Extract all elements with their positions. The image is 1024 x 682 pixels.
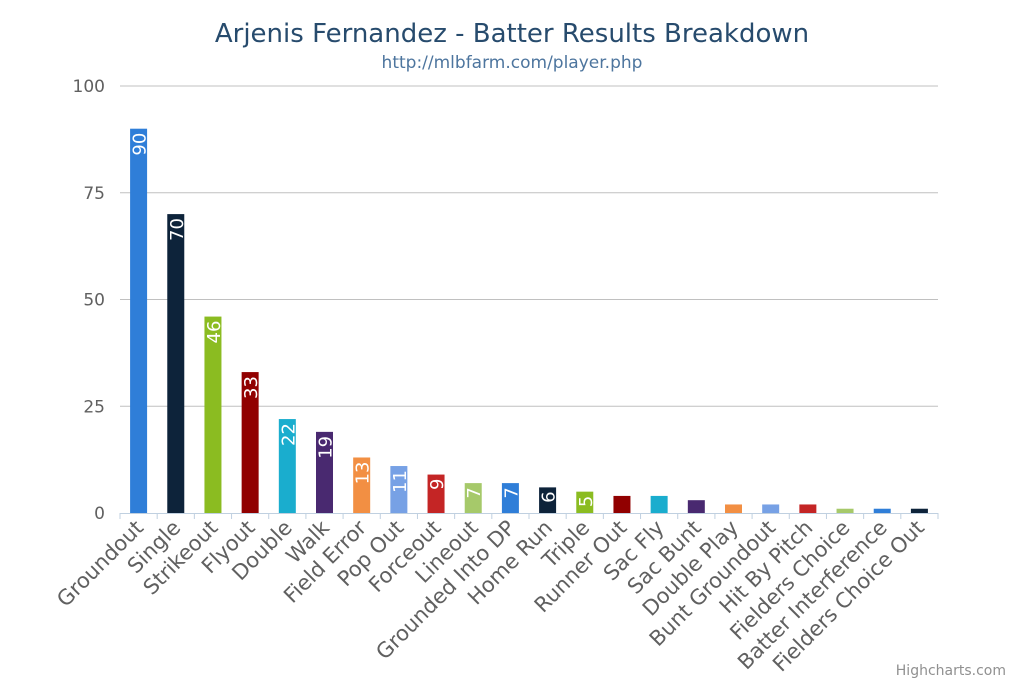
bar[interactable] [390,466,408,513]
bars [130,128,928,513]
y-tick-label: 100 [73,77,105,97]
credits-link[interactable]: Highcharts.com [896,663,1006,679]
bar[interactable] [836,508,854,513]
y-axis: 0 25 50 75 100 [73,77,105,524]
bar[interactable] [539,487,557,513]
bar[interactable] [353,457,371,513]
bar[interactable] [427,474,445,513]
bar[interactable] [167,214,185,513]
bar[interactable] [873,508,891,513]
data-label: 33 [241,376,262,399]
data-labels: 90 70 46 33 22 19 13 11 9 7 7 6 5 [130,133,597,507]
data-label: 19 [316,436,337,459]
bar[interactable] [910,508,928,513]
y-tick-label: 25 [83,397,105,417]
data-label: 90 [130,133,151,156]
data-label: 9 [427,479,448,490]
bar[interactable] [762,504,780,513]
bar[interactable] [650,495,668,513]
bar[interactable] [278,419,296,513]
data-label: 13 [353,461,374,484]
data-label: 70 [167,218,188,241]
bar[interactable] [501,483,519,513]
bar[interactable] [613,495,631,513]
bar[interactable] [464,483,482,513]
data-label: 7 [464,487,485,498]
chart-title: Arjenis Fernandez - Batter Results Break… [215,19,809,49]
data-label: 46 [204,321,225,344]
x-axis: GroundoutSingleStrikeoutFlyoutDoubleWalk… [52,513,939,676]
bar[interactable] [725,504,742,513]
bar[interactable] [687,500,705,513]
bar[interactable] [316,431,333,513]
data-label: 22 [278,423,299,446]
y-tick-label: 0 [94,504,105,524]
y-tick-label: 75 [83,184,105,204]
data-label: 11 [390,470,411,493]
data-label: 5 [576,496,597,507]
bar[interactable] [204,316,222,513]
bar[interactable] [241,372,259,513]
bar[interactable] [130,128,148,513]
grid-lines [120,85,938,407]
data-label: 7 [501,487,522,498]
bar[interactable] [799,504,817,513]
bar[interactable] [576,491,594,513]
y-tick-label: 50 [83,291,105,311]
data-label: 6 [539,491,560,502]
chart-subtitle: http://mlbfarm.com/player.php [382,53,643,73]
